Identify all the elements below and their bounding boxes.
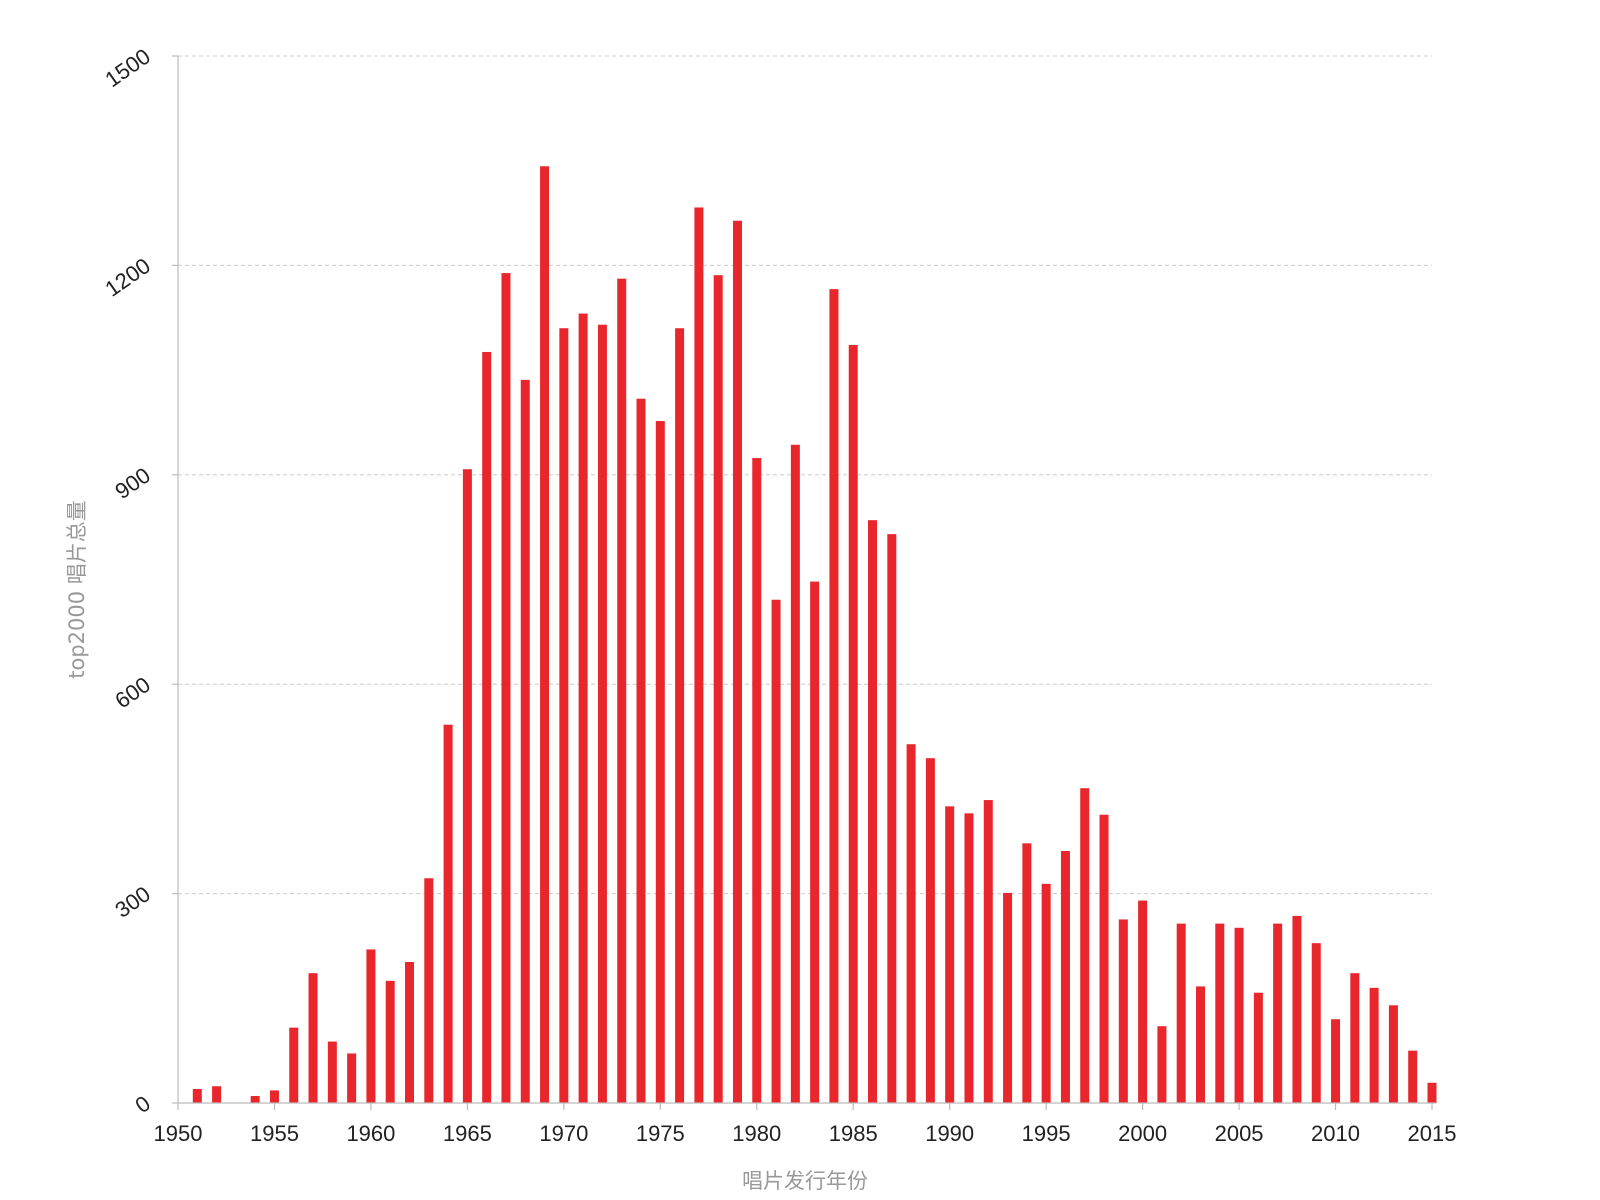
y-tick-labels: 0 300 600 900 1200 1500 bbox=[100, 44, 154, 1119]
x-tick-labels: 1950 1955 1960 1965 1970 1975 1980 1985 1990 1995… bbox=[154, 1121, 1457, 1146]
bar bbox=[327, 1041, 337, 1103]
x-tick-label: 2005 bbox=[1215, 1121, 1264, 1146]
bar bbox=[752, 458, 762, 1104]
bar bbox=[385, 980, 395, 1103]
bar bbox=[1176, 923, 1186, 1103]
bar bbox=[1041, 883, 1051, 1103]
bar bbox=[405, 962, 415, 1103]
bar bbox=[212, 1086, 222, 1103]
x-tick-label: 2000 bbox=[1118, 1121, 1167, 1146]
bar bbox=[578, 313, 588, 1103]
y-axis-title: top2000 唱片总量 bbox=[65, 500, 89, 679]
bar bbox=[520, 379, 530, 1103]
bar bbox=[443, 724, 453, 1103]
bar bbox=[250, 1096, 260, 1103]
bar bbox=[1022, 843, 1032, 1103]
bar bbox=[1215, 923, 1225, 1103]
bar bbox=[964, 813, 974, 1103]
bar bbox=[1234, 927, 1244, 1103]
bar bbox=[694, 207, 704, 1103]
bar bbox=[269, 1090, 279, 1103]
axes bbox=[172, 55, 1436, 1110]
bar bbox=[540, 166, 550, 1103]
x-tick-label: 1985 bbox=[829, 1121, 878, 1146]
bar bbox=[675, 328, 685, 1104]
x-tick-label: 1950 bbox=[154, 1121, 203, 1146]
bar bbox=[655, 421, 665, 1104]
gridlines bbox=[178, 55, 1432, 895]
bar bbox=[597, 324, 607, 1104]
bar bbox=[1311, 943, 1321, 1103]
bar bbox=[1099, 814, 1109, 1103]
bar bbox=[1273, 923, 1283, 1103]
x-tick-label: 1955 bbox=[250, 1121, 299, 1146]
bar bbox=[347, 1053, 357, 1103]
bar bbox=[1408, 1050, 1418, 1103]
bar bbox=[810, 581, 820, 1103]
bar bbox=[1118, 919, 1128, 1103]
bars bbox=[192, 166, 1437, 1104]
bar bbox=[1331, 1019, 1341, 1103]
x-tick-label: 2010 bbox=[1311, 1121, 1360, 1146]
bar bbox=[192, 1089, 202, 1103]
bar bbox=[1060, 851, 1070, 1103]
bar bbox=[501, 273, 511, 1103]
bar bbox=[848, 344, 858, 1103]
bar bbox=[1138, 900, 1148, 1103]
x-axis-title: 唱片发行年份 bbox=[742, 1169, 868, 1193]
bar bbox=[906, 744, 916, 1103]
x-tick-label: 1995 bbox=[1022, 1121, 1071, 1146]
bar bbox=[1253, 992, 1263, 1103]
x-tick-label: 1990 bbox=[925, 1121, 974, 1146]
x-tick-label: 1980 bbox=[732, 1121, 781, 1146]
bar bbox=[945, 806, 955, 1103]
bar bbox=[1195, 986, 1205, 1103]
bar bbox=[559, 328, 569, 1104]
bar bbox=[366, 949, 376, 1103]
bar bbox=[1427, 1082, 1437, 1103]
x-tick-label: 1970 bbox=[539, 1121, 588, 1146]
bar bbox=[1003, 892, 1013, 1103]
bar bbox=[617, 278, 627, 1103]
x-tick-label: 2015 bbox=[1408, 1121, 1457, 1146]
bar bbox=[771, 599, 781, 1103]
y-tick-label: 900 bbox=[110, 462, 154, 504]
x-tick-label: 1965 bbox=[443, 1121, 492, 1146]
bar bbox=[790, 444, 800, 1103]
bar bbox=[289, 1027, 299, 1103]
y-tick-label: 1200 bbox=[100, 253, 154, 302]
bar bbox=[887, 534, 897, 1103]
y-tick-label: 300 bbox=[110, 881, 154, 923]
x-tick-label: 1960 bbox=[346, 1121, 395, 1146]
bar bbox=[1350, 973, 1360, 1103]
bar bbox=[482, 351, 492, 1103]
bar bbox=[424, 878, 434, 1103]
bar bbox=[983, 800, 993, 1103]
bar bbox=[462, 469, 472, 1103]
x-tick-label: 1975 bbox=[636, 1121, 685, 1146]
bar bbox=[925, 758, 935, 1103]
bar bbox=[636, 398, 646, 1103]
bar bbox=[829, 289, 839, 1104]
bar bbox=[1292, 915, 1302, 1103]
y-tick-label: 1500 bbox=[100, 44, 154, 93]
bar bbox=[1080, 788, 1090, 1103]
bar bbox=[868, 520, 878, 1103]
bar bbox=[732, 220, 742, 1103]
y-tick-label: 600 bbox=[110, 672, 154, 714]
bar bbox=[308, 973, 318, 1103]
bar bbox=[1369, 987, 1379, 1103]
bar bbox=[1388, 1005, 1398, 1103]
bar bbox=[713, 275, 723, 1103]
bar bbox=[1157, 1026, 1167, 1103]
y-tick-label: 0 bbox=[130, 1091, 154, 1119]
